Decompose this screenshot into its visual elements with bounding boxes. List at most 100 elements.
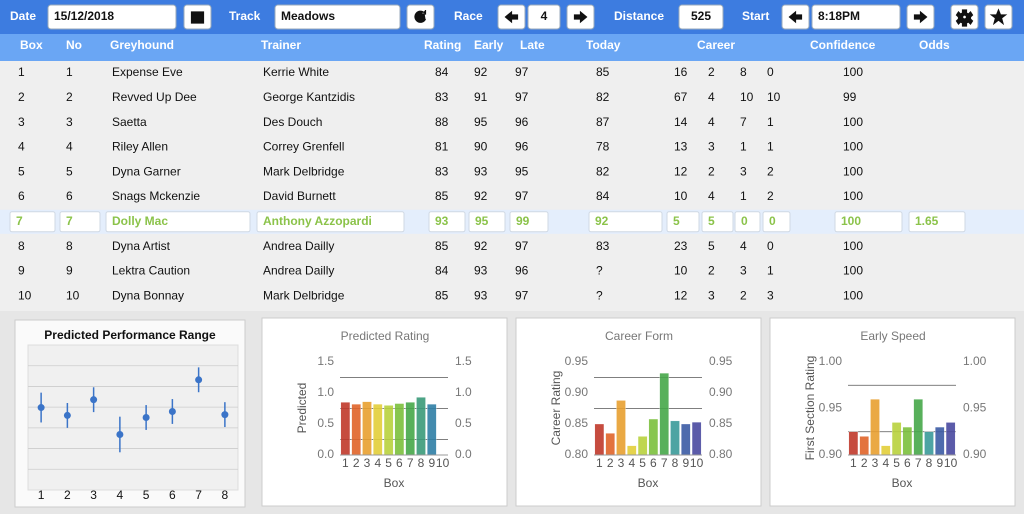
cell: 95 xyxy=(474,115,488,129)
cell: 12 xyxy=(674,164,688,178)
cell: 3 xyxy=(740,164,747,178)
cell: 93 xyxy=(474,288,488,302)
x-tick-label: 6 xyxy=(169,488,176,502)
bar xyxy=(881,445,891,456)
cell: 2 xyxy=(740,288,747,302)
field-label: Track xyxy=(229,9,261,23)
input-value: 4 xyxy=(541,9,548,23)
cell: 1.65 xyxy=(915,214,939,228)
bar xyxy=(670,420,680,456)
x-tick-label: 8 xyxy=(926,456,933,470)
cell: 3 xyxy=(66,115,73,129)
cell: Revved Up Dee xyxy=(112,90,197,104)
cell: 92 xyxy=(474,239,488,253)
x-tick-label: 7 xyxy=(407,456,414,470)
cell-input[interactable] xyxy=(105,211,251,233)
y-axis-label: First Section Rating xyxy=(803,356,817,461)
cell: 96 xyxy=(515,140,529,154)
cell: 96 xyxy=(515,264,529,278)
x-tick-label: 1 xyxy=(38,488,45,502)
cell: 7 xyxy=(740,115,747,129)
input[interactable] xyxy=(47,4,177,30)
cell: 4 xyxy=(708,90,715,104)
cell: 93 xyxy=(474,164,488,178)
field-label: Start xyxy=(742,9,769,23)
cell: 10 xyxy=(674,189,688,203)
input-value: 8:18PM xyxy=(818,9,860,23)
column-header: Odds xyxy=(919,38,950,52)
y-tick-label: 1.5 xyxy=(317,354,334,368)
cell: 88 xyxy=(435,115,449,129)
cell: 92 xyxy=(474,189,488,203)
bar xyxy=(605,433,615,456)
cell-input[interactable] xyxy=(509,211,549,233)
cell-input[interactable] xyxy=(908,211,966,233)
y-tick-label: 0.0 xyxy=(455,447,472,461)
cell-input[interactable] xyxy=(256,211,405,233)
cell: 9 xyxy=(18,264,25,278)
cell: 96 xyxy=(515,115,529,129)
input[interactable] xyxy=(274,4,401,30)
cell: 2 xyxy=(767,164,774,178)
chart-title: Predicted Performance Range xyxy=(44,328,216,342)
cell-input[interactable] xyxy=(701,211,734,233)
cell: Riley Allen xyxy=(112,140,168,154)
cell: 67 xyxy=(674,90,688,104)
settings-button-icon xyxy=(955,9,974,27)
x-tick-label: 5 xyxy=(639,456,646,470)
cell-input[interactable] xyxy=(734,211,761,233)
bar xyxy=(902,426,913,456)
cell: 0 xyxy=(741,214,748,228)
cell-input[interactable] xyxy=(588,211,663,233)
cell: Snags Mckenzie xyxy=(112,189,200,203)
cell: 100 xyxy=(843,164,863,178)
cell: 1 xyxy=(767,264,774,278)
cell-input[interactable] xyxy=(428,211,466,233)
x-tick-label: 9 xyxy=(936,456,943,470)
cell: 83 xyxy=(435,164,449,178)
cell: Anthony Azzopardi xyxy=(263,214,372,228)
point xyxy=(116,430,124,438)
cell: Mark Delbridge xyxy=(263,164,345,178)
next-race-button-icon xyxy=(573,10,588,24)
cell-input[interactable] xyxy=(9,211,56,233)
chart-title: Predicted Rating xyxy=(341,329,430,343)
x-tick-label: 3 xyxy=(364,456,371,470)
cell: 10 xyxy=(740,90,754,104)
bar xyxy=(691,421,702,456)
input[interactable] xyxy=(678,4,724,30)
cell: 14 xyxy=(674,115,688,129)
input[interactable] xyxy=(527,4,561,30)
cell: 0 xyxy=(767,65,774,79)
x-tick-label: 2 xyxy=(861,456,868,470)
x-tick-label: 9 xyxy=(682,456,689,470)
next-start-button-icon xyxy=(913,10,928,24)
y-tick-label: 0.0 xyxy=(317,447,334,461)
table-body xyxy=(0,61,1024,311)
cell: 2 xyxy=(66,90,73,104)
cell: 100 xyxy=(843,115,863,129)
cell: 97 xyxy=(515,288,529,302)
chart-title: Career Form xyxy=(605,329,673,343)
cell-input[interactable] xyxy=(59,211,101,233)
cell: 10 xyxy=(767,90,781,104)
bar xyxy=(870,399,880,456)
cell: 5 xyxy=(708,214,715,228)
cell-input[interactable] xyxy=(762,211,791,233)
cell-input[interactable] xyxy=(666,211,700,233)
x-tick-label: 2 xyxy=(64,488,71,502)
bar xyxy=(637,436,648,456)
x-tick-label: 5 xyxy=(143,488,150,502)
x-tick-label: 10 xyxy=(436,456,450,470)
cell-input[interactable] xyxy=(468,211,506,233)
y-tick-label: 0.95 xyxy=(565,354,589,368)
cell-input[interactable] xyxy=(834,211,903,233)
cell: 2 xyxy=(708,264,715,278)
bar xyxy=(913,399,923,456)
x-tick-label: 10 xyxy=(944,456,958,470)
y-tick-label: 0.95 xyxy=(963,401,987,415)
input[interactable] xyxy=(811,4,901,30)
y-tick-label: 0.90 xyxy=(819,447,843,461)
x-tick-label: 5 xyxy=(893,456,900,470)
cell: 3 xyxy=(767,288,774,302)
